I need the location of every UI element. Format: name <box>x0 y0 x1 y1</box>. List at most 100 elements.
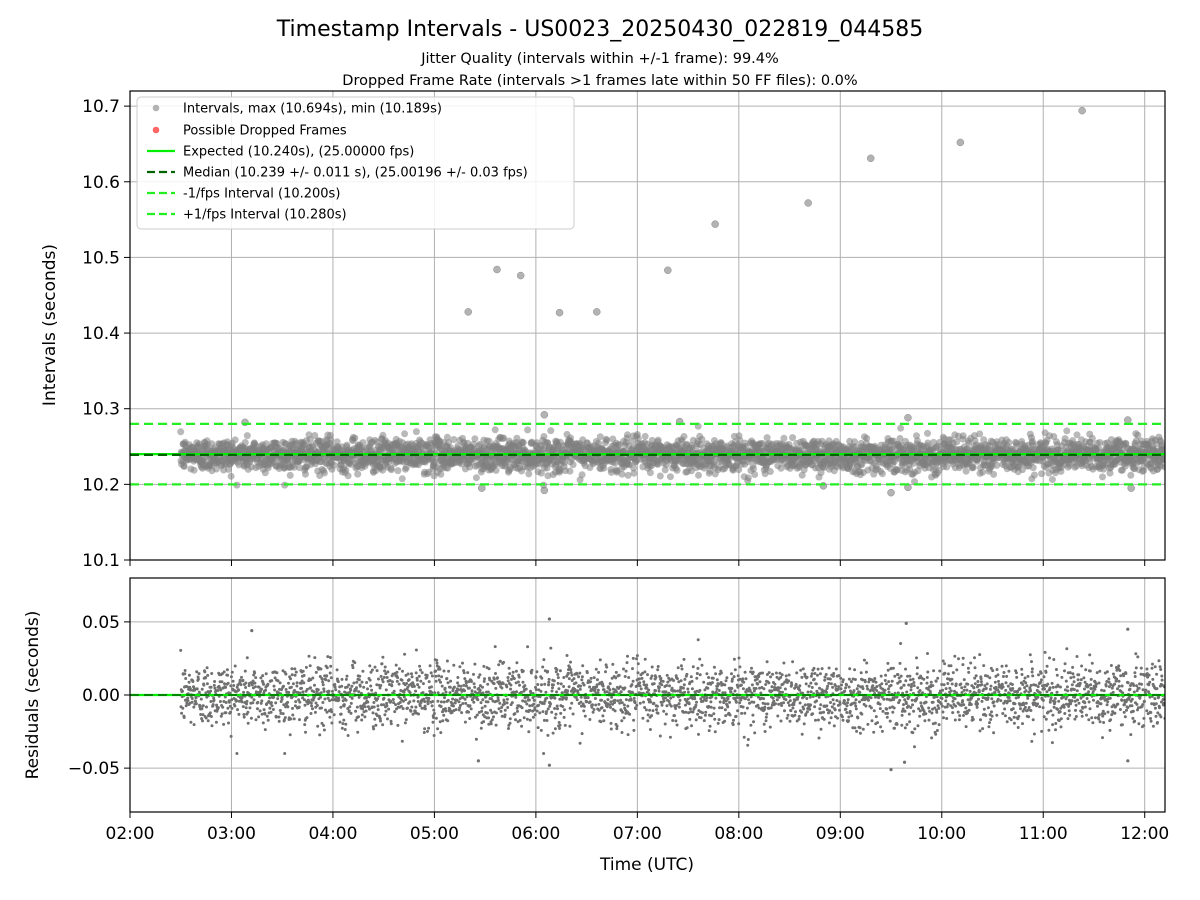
residual-point <box>302 681 306 685</box>
residual-point <box>592 676 596 680</box>
residual-point <box>590 705 594 709</box>
residual-point <box>539 689 543 693</box>
residual-point <box>443 707 447 711</box>
residual-point <box>262 682 266 686</box>
interval-point <box>1106 469 1114 477</box>
residual-point <box>403 652 407 656</box>
top-y-tick-label: 10.3 <box>82 400 120 420</box>
residual-point <box>445 677 449 680</box>
interval-point <box>578 471 586 479</box>
residual-point <box>514 669 518 673</box>
interval-point <box>543 464 551 472</box>
residual-point <box>324 678 328 682</box>
residual-point <box>259 701 263 705</box>
residual-point <box>310 704 314 708</box>
interval-point <box>443 433 451 441</box>
residual-point <box>608 688 612 692</box>
residual-point <box>481 698 485 702</box>
interval-point <box>595 439 603 447</box>
residual-point <box>305 716 309 720</box>
residual-point <box>423 700 427 704</box>
residual-point <box>432 716 435 719</box>
residual-point <box>572 677 576 681</box>
residual-point <box>417 674 421 678</box>
residual-point <box>557 721 561 724</box>
residual-point <box>536 683 540 686</box>
residual-point <box>489 708 493 712</box>
residual-point <box>368 678 372 682</box>
residual-point <box>273 676 277 680</box>
residual-point <box>510 701 514 705</box>
residual-point <box>185 685 189 689</box>
residual-point <box>316 688 320 692</box>
residual-point <box>568 706 572 710</box>
residual-point <box>593 687 597 691</box>
residual-point <box>456 676 460 679</box>
residual-point <box>348 705 352 709</box>
residual-point <box>542 718 546 722</box>
interval-point <box>243 432 251 440</box>
residual-point <box>347 709 351 713</box>
interval-point <box>286 471 294 479</box>
residual-point <box>321 680 325 684</box>
residual-point <box>332 713 336 717</box>
residual-point <box>553 727 557 731</box>
interval-point <box>924 439 932 447</box>
residual-point <box>400 739 404 743</box>
residual-point <box>335 668 339 672</box>
residual-point <box>337 690 341 694</box>
residual-point <box>565 654 569 657</box>
residual-point <box>546 707 550 711</box>
residual-point <box>379 703 383 707</box>
residual-point <box>253 671 257 675</box>
residual-point <box>607 691 611 695</box>
residual-point <box>562 715 566 719</box>
residual-point <box>505 697 509 701</box>
residual-point <box>414 648 418 652</box>
residual-point <box>578 687 582 691</box>
residual-point <box>521 680 525 684</box>
residual-point <box>283 752 287 755</box>
residual-point <box>384 709 388 713</box>
residual-point <box>183 672 187 676</box>
residual-point <box>370 705 374 709</box>
residual-point <box>522 716 526 720</box>
residual-point <box>410 675 414 679</box>
residual-point <box>435 658 439 662</box>
residual-point <box>230 706 234 710</box>
residual-point <box>346 707 350 710</box>
residual-point <box>330 710 334 714</box>
residual-point <box>461 702 465 705</box>
residual-point <box>515 661 519 665</box>
residual-point <box>574 695 578 699</box>
top-y-tick-label: 10.5 <box>82 248 120 268</box>
interval-point <box>394 467 402 475</box>
residual-point <box>579 684 583 688</box>
residual-point <box>222 670 226 674</box>
residual-point <box>445 659 449 663</box>
residual-point <box>457 684 461 688</box>
residual-point <box>553 696 557 700</box>
residual-point <box>205 682 209 686</box>
residual-point <box>380 662 384 666</box>
residual-point <box>220 712 224 716</box>
residual-point <box>448 691 452 695</box>
residual-point <box>496 698 500 702</box>
residual-point <box>444 709 448 713</box>
residual-point <box>383 669 387 673</box>
residual-point <box>266 682 270 686</box>
residual-point <box>240 675 243 679</box>
residual-point <box>402 690 406 694</box>
residual-point <box>433 691 437 695</box>
top-y-tick-label: 10.2 <box>82 475 120 495</box>
residual-point <box>368 707 371 711</box>
interval-point <box>569 461 577 469</box>
residual-point <box>243 669 247 673</box>
residual-point <box>191 680 195 683</box>
residual-point <box>542 658 546 662</box>
residual-point <box>540 683 543 687</box>
residual-point <box>473 685 477 689</box>
interval-point <box>1038 470 1046 478</box>
residual-point <box>262 708 266 712</box>
residual-point <box>597 702 601 706</box>
